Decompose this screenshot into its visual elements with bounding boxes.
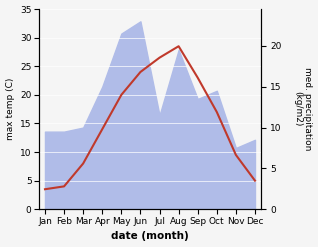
- Y-axis label: med. precipitation
(kg/m2): med. precipitation (kg/m2): [293, 67, 313, 151]
- Y-axis label: max temp (C): max temp (C): [5, 78, 15, 140]
- X-axis label: date (month): date (month): [111, 231, 189, 242]
